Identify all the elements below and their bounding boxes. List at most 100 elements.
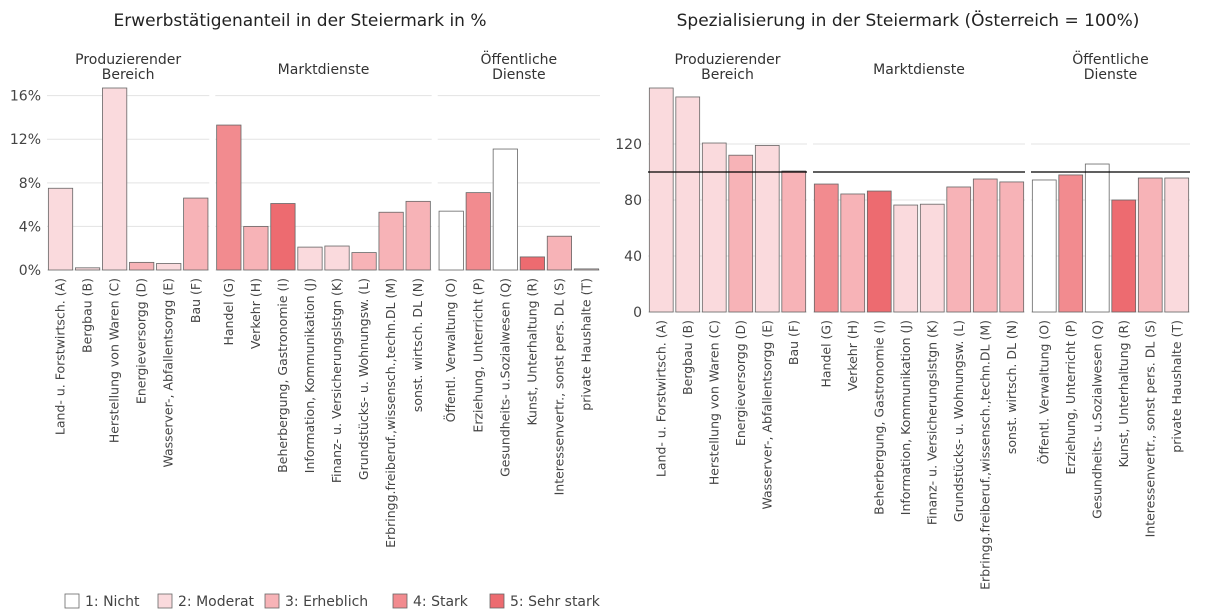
bar xyxy=(573,268,600,271)
x-tick-label: Öffentl. Verwaltung (O) xyxy=(1035,320,1051,464)
facet-label: Bereich xyxy=(102,67,155,83)
x-tick-label: Gesundheits- u.Sozialwesen (Q) xyxy=(497,278,512,477)
facet-label: Marktdienste xyxy=(278,62,370,78)
x-tick-label: Herstellung von Waren (C) xyxy=(107,278,122,443)
facet-label: Dienste xyxy=(492,67,546,83)
bar xyxy=(754,144,780,313)
legend-label: 2: Moderat xyxy=(178,594,255,610)
bar xyxy=(675,96,701,313)
bar xyxy=(405,200,431,271)
x-tick-label: Kunst, Unterhaltung (R) xyxy=(1116,320,1131,468)
facet-label: Produzierender xyxy=(75,52,181,68)
x-tick-label: Erbringg.freiberuf.,wissensch.,techn.DL … xyxy=(383,278,398,548)
facet-label: Öffentliche xyxy=(481,50,558,68)
bar xyxy=(47,187,74,271)
legend-label: 3: Erheblich xyxy=(285,594,368,610)
x-tick-label: Verkehr (H) xyxy=(845,320,860,391)
x-tick-label: Grundstücks- u. Wohnungsw. (L) xyxy=(356,278,371,480)
bar xyxy=(893,204,919,313)
x-tick-label: Erziehung, Unterricht (P) xyxy=(1063,320,1078,475)
x-tick-label: Erziehung, Unterricht (P) xyxy=(470,278,485,433)
bar xyxy=(183,197,209,271)
y-tick-label: 80 xyxy=(624,193,642,209)
bar xyxy=(270,203,296,271)
bar xyxy=(546,235,572,271)
bar xyxy=(75,267,101,271)
x-tick-label: Beherbergung, Gastronomie (I) xyxy=(871,320,886,515)
x-tick-label: Bergbau (B) xyxy=(680,320,695,395)
x-tick-label: Interessenvertr., sonst pers. DL (S) xyxy=(1142,320,1157,537)
bar xyxy=(701,142,727,313)
x-tick-label: Interessenvertr., sonst pers. DL (S) xyxy=(551,278,566,495)
bar xyxy=(1137,177,1163,313)
bar xyxy=(216,124,242,271)
x-tick-label: Finanz- u. Versicherungslstgn (K) xyxy=(329,278,344,483)
bar xyxy=(156,263,182,271)
bar xyxy=(351,252,377,271)
y-tick-label: 16% xyxy=(10,89,41,105)
bar xyxy=(648,87,674,313)
legend-swatch xyxy=(64,593,80,609)
bar xyxy=(946,186,972,313)
bar xyxy=(919,203,945,313)
x-tick-label: Information, Kommunikation (J) xyxy=(302,278,317,473)
x-tick-label: Handel (G) xyxy=(221,278,236,346)
bar xyxy=(492,148,518,271)
x-tick-label: Information, Kommunikation (J) xyxy=(898,320,913,515)
x-tick-label: Öffentl. Verwaltung (O) xyxy=(442,278,458,422)
y-tick-label: 0% xyxy=(19,263,41,279)
x-tick-label: Energieversorgg (D) xyxy=(134,278,149,404)
bar xyxy=(813,183,839,313)
x-tick-label: Verkehr (H) xyxy=(248,278,263,349)
bar xyxy=(1058,174,1084,313)
legend-swatch xyxy=(392,593,408,609)
bar xyxy=(378,211,404,271)
x-tick-label: private Haushalte (T) xyxy=(578,278,593,411)
y-tick-label: 12% xyxy=(10,132,41,148)
x-tick-label: private Haushalte (T) xyxy=(1169,320,1184,453)
bar xyxy=(1111,199,1137,313)
y-tick-label: 8% xyxy=(19,176,41,192)
x-tick-label: Grundstücks- u. Wohnungsw. (L) xyxy=(951,320,966,522)
facet-label: Bereich xyxy=(701,67,754,83)
legend-label: 5: Sehr stark xyxy=(510,594,601,610)
legend-swatch xyxy=(489,593,505,609)
y-tick-label: 120 xyxy=(615,137,642,153)
x-tick-label: Erbringg.freiberuf.,wissensch.,techn.DL … xyxy=(977,320,992,590)
bar xyxy=(324,245,350,271)
x-tick-label: Gesundheits- u.Sozialwesen (Q) xyxy=(1089,320,1104,519)
bar xyxy=(972,178,998,313)
bar xyxy=(1164,177,1190,313)
legend-swatch xyxy=(157,593,173,609)
x-tick-label: Finanz- u. Versicherungslstgn (K) xyxy=(924,320,939,525)
x-tick-label: Wasserver-, Abfallentsorgg (E) xyxy=(759,320,774,510)
bar xyxy=(840,193,866,313)
x-tick-label: Bau (F) xyxy=(786,320,801,365)
bar xyxy=(781,170,807,313)
bar xyxy=(465,192,491,271)
bar xyxy=(519,256,545,271)
x-tick-label: Handel (G) xyxy=(818,320,833,388)
chart-title: Spezialisierung in der Steiermark (Öster… xyxy=(677,9,1140,31)
facet-label: Öffentliche xyxy=(1072,50,1149,68)
legend-swatch xyxy=(264,593,280,609)
x-tick-label: Land- u. Forstwirtsch. (A) xyxy=(53,278,68,435)
bar xyxy=(1084,163,1110,313)
legend-label: 4: Stark xyxy=(413,594,469,610)
facet-label: Produzierender xyxy=(674,52,780,68)
x-tick-label: Energieversorgg (D) xyxy=(733,320,748,446)
y-tick-label: 40 xyxy=(624,249,642,265)
x-tick-label: Herstellung von Waren (C) xyxy=(706,320,721,485)
facet-label: Marktdienste xyxy=(873,62,965,78)
x-tick-label: Kunst, Unterhaltung (R) xyxy=(524,278,539,426)
bar xyxy=(1031,179,1057,313)
y-tick-label: 0 xyxy=(633,305,642,321)
x-tick-label: Land- u. Forstwirtsch. (A) xyxy=(653,320,668,477)
bar xyxy=(297,246,323,271)
x-tick-label: Bergbau (B) xyxy=(80,278,95,353)
bar xyxy=(129,261,155,271)
bar xyxy=(438,210,464,271)
facet-label: Dienste xyxy=(1084,67,1138,83)
legend-label: 1: Nicht xyxy=(85,594,140,610)
